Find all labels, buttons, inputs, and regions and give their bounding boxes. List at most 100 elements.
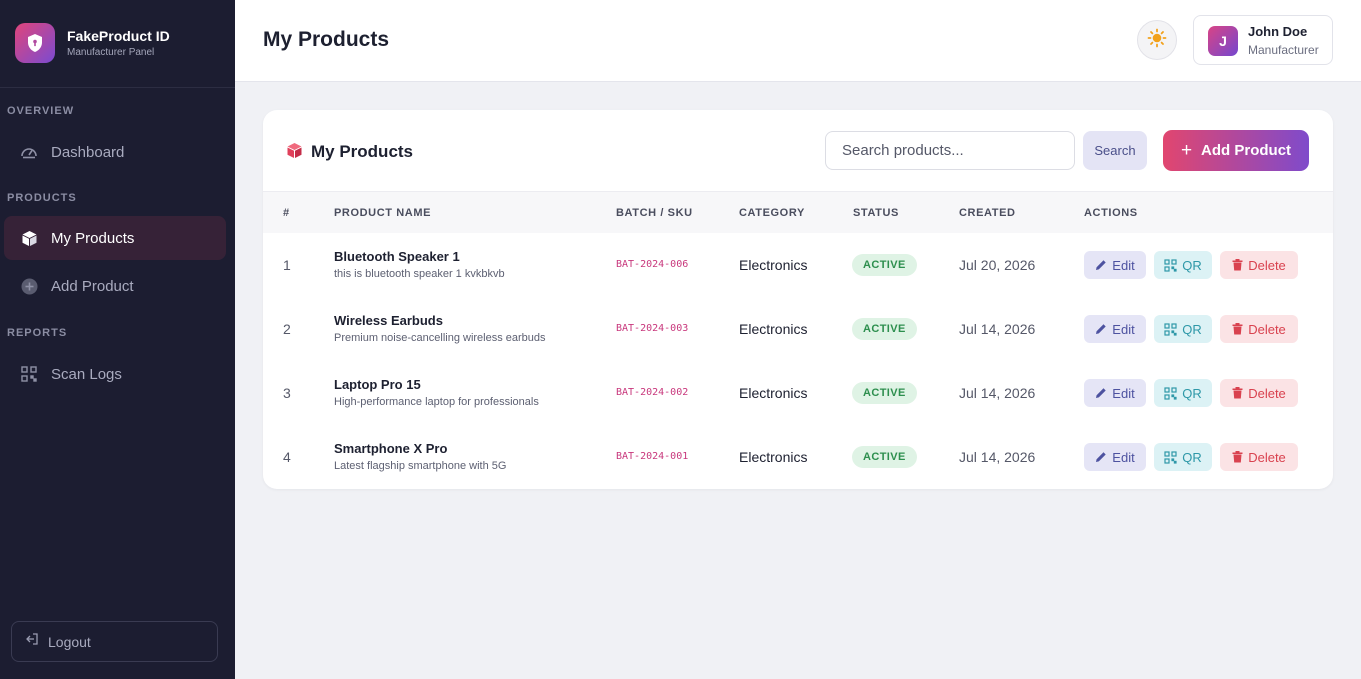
products-card: My Products Search + Add Product # PRODU…	[263, 110, 1333, 489]
created-date: Jul 14, 2026	[959, 321, 1036, 337]
edit-button[interactable]: Edit	[1084, 379, 1146, 407]
sidebar: FakeProduct ID Manufacturer Panel OVERVI…	[0, 0, 235, 679]
trash-icon	[1232, 387, 1243, 399]
user-menu[interactable]: J John Doe Manufacturer	[1193, 15, 1333, 65]
delete-button[interactable]: Delete	[1220, 379, 1298, 407]
column-header-category: CATEGORY	[739, 207, 805, 219]
section-label-products: PRODUCTS	[7, 192, 77, 204]
qr-button[interactable]: QR	[1154, 443, 1212, 471]
sidebar-item-label: Add Product	[51, 277, 134, 295]
dashboard-gauge-icon	[20, 143, 38, 161]
status-badge: ACTIVE	[852, 254, 917, 276]
product-category: Electronics	[739, 385, 808, 401]
search-button[interactable]: Search	[1083, 131, 1147, 170]
status-badge: ACTIVE	[852, 318, 917, 340]
edit-button[interactable]: Edit	[1084, 443, 1146, 471]
batch-sku: BAT-2024-001	[616, 451, 689, 462]
batch-sku: BAT-2024-003	[616, 323, 689, 334]
pencil-icon	[1095, 387, 1107, 399]
delete-button[interactable]: Delete	[1220, 443, 1298, 471]
row-number: 3	[283, 385, 291, 401]
qr-label: QR	[1182, 449, 1202, 465]
search-input[interactable]	[825, 131, 1075, 170]
product-description: this is bluetooth speaker 1 kvkbkvb	[334, 268, 505, 280]
card-title: My Products	[311, 142, 414, 161]
column-header-created: CREATED	[959, 207, 1016, 219]
product-name: Bluetooth Speaker 1	[334, 249, 460, 264]
delete-label: Delete	[1248, 449, 1286, 465]
row-number: 1	[283, 257, 291, 273]
edit-label: Edit	[1112, 449, 1135, 465]
product-description: Premium noise-cancelling wireless earbud…	[334, 332, 546, 344]
sidebar-item-label: My Products	[51, 229, 135, 247]
qr-code-icon	[1164, 386, 1177, 400]
sidebar-item-scan-logs[interactable]: Scan Logs	[4, 352, 226, 396]
qr-code-icon	[1164, 258, 1177, 272]
pencil-icon	[1095, 259, 1107, 271]
sidebar-item-label: Scan Logs	[51, 365, 122, 383]
add-product-label: Add Product	[1201, 142, 1292, 159]
sidebar-item-label: Dashboard	[51, 143, 125, 161]
shield-logo-icon	[15, 23, 55, 63]
edit-button[interactable]: Edit	[1084, 251, 1146, 279]
qr-label: QR	[1182, 257, 1202, 273]
page-title: My Products	[263, 28, 390, 51]
qr-label: QR	[1182, 385, 1202, 401]
table-header: # PRODUCT NAME BATCH / SKU CATEGORY STAT…	[263, 192, 1333, 233]
delete-button[interactable]: Delete	[1220, 251, 1298, 279]
theme-toggle-button[interactable]	[1137, 20, 1177, 60]
created-date: Jul 14, 2026	[959, 449, 1036, 465]
user-name: John Doe	[1248, 24, 1308, 39]
delete-label: Delete	[1248, 321, 1286, 337]
qr-code-icon	[20, 365, 38, 383]
cube-icon	[20, 229, 38, 247]
delete-button[interactable]: Delete	[1220, 315, 1298, 343]
logout-button[interactable]: Logout	[11, 621, 218, 662]
trash-icon	[1232, 323, 1243, 335]
created-date: Jul 20, 2026	[959, 257, 1036, 273]
delete-label: Delete	[1248, 257, 1286, 273]
product-category: Electronics	[739, 321, 808, 337]
section-label-reports: REPORTS	[7, 327, 68, 339]
qr-button[interactable]: QR	[1154, 315, 1212, 343]
brand-subtitle: Manufacturer Panel	[67, 47, 155, 58]
qr-code-icon	[1164, 322, 1177, 336]
table-row: 2 Wireless Earbuds Premium noise-cancell…	[263, 297, 1333, 361]
sidebar-item-add-product[interactable]: Add Product	[4, 264, 226, 308]
product-description: High-performance laptop for professional…	[334, 396, 539, 408]
product-category: Electronics	[739, 449, 808, 465]
add-product-button[interactable]: + Add Product	[1163, 130, 1309, 171]
sun-icon	[1147, 28, 1167, 53]
trash-icon	[1232, 259, 1243, 271]
avatar: J	[1208, 26, 1238, 56]
column-header-product-name: PRODUCT NAME	[334, 207, 432, 219]
status-badge: ACTIVE	[852, 382, 917, 404]
sidebar-item-my-products[interactable]: My Products	[4, 216, 226, 260]
table-row: 4 Smartphone X Pro Latest flagship smart…	[263, 425, 1333, 489]
table-row: 3 Laptop Pro 15 High-performance laptop …	[263, 361, 1333, 425]
brand-title: FakeProduct ID	[67, 28, 170, 44]
row-number: 4	[283, 449, 291, 465]
pencil-icon	[1095, 323, 1107, 335]
edit-button[interactable]: Edit	[1084, 315, 1146, 343]
trash-icon	[1232, 451, 1243, 463]
sidebar-item-dashboard[interactable]: Dashboard	[4, 130, 226, 174]
qr-button[interactable]: QR	[1154, 379, 1212, 407]
product-name: Wireless Earbuds	[334, 313, 443, 328]
product-name: Smartphone X Pro	[334, 441, 448, 456]
column-header-status: STATUS	[853, 207, 899, 219]
edit-label: Edit	[1112, 257, 1135, 273]
column-header-number: #	[283, 207, 290, 219]
logout-icon	[25, 632, 39, 651]
qr-code-icon	[1164, 450, 1177, 464]
created-date: Jul 14, 2026	[959, 385, 1036, 401]
row-number: 2	[283, 321, 291, 337]
status-badge: ACTIVE	[852, 446, 917, 468]
column-header-actions: ACTIONS	[1084, 207, 1138, 219]
edit-label: Edit	[1112, 321, 1135, 337]
top-header: My Products J John Doe Manufacturer	[235, 0, 1361, 82]
qr-button[interactable]: QR	[1154, 251, 1212, 279]
qr-label: QR	[1182, 321, 1202, 337]
table-row: 1 Bluetooth Speaker 1 this is bluetooth …	[263, 233, 1333, 297]
brand: FakeProduct ID Manufacturer Panel	[0, 0, 235, 88]
